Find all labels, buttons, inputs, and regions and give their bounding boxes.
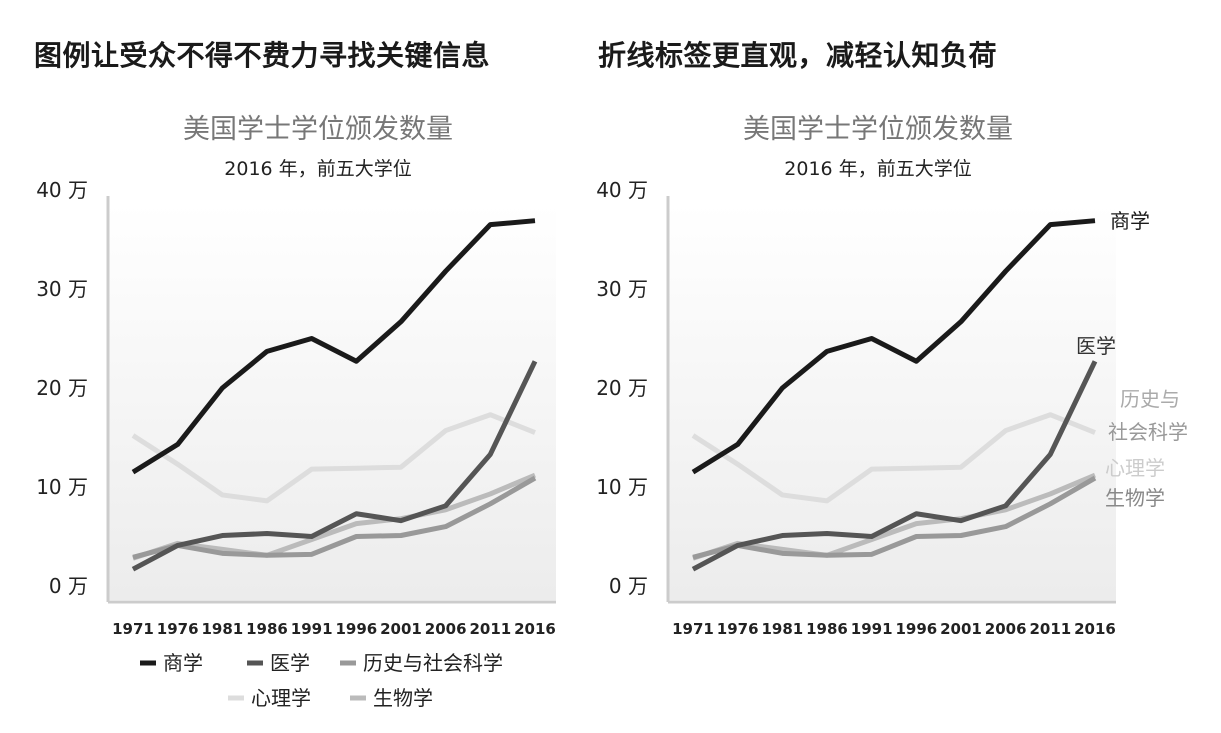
y-tick-label: 40 万 [596,178,648,202]
legend-label: 商学 [163,651,203,675]
x-tick-label: 2001 [380,620,422,638]
x-tick-label: 1986 [246,620,288,638]
x-tick-label: 1971 [112,620,154,638]
x-tick-label: 1981 [761,620,803,638]
legend-label: 生物学 [373,686,433,710]
x-tick-label: 1976 [157,620,199,638]
x-tick-label: 2011 [1029,620,1071,638]
x-tick-label: 2001 [940,620,982,638]
x-tick-label: 2016 [514,620,556,638]
y-tick-label: 40 万 [36,178,88,202]
x-tick-label: 2011 [469,620,511,638]
y-tick-label: 20 万 [36,376,88,400]
headline-right: 折线标签更直观，减轻认知负荷 [598,34,997,74]
x-tick-label: 1986 [806,620,848,638]
y-tick-label: 0 万 [609,574,648,598]
legend-label: 医学 [270,651,310,675]
x-tick-label: 1981 [201,620,243,638]
series-direct-label: 商学 [1110,209,1150,233]
series-direct-label: 生物学 [1105,486,1165,510]
y-tick-label: 10 万 [36,475,88,499]
chart-subtitle: 2016 年，前五大学位 [224,158,411,180]
headline-left: 图例让受众不得不费力寻找关键信息 [34,34,490,74]
x-tick-label: 2016 [1074,620,1116,638]
y-tick-label: 0 万 [49,574,88,598]
plot-background [108,204,556,600]
series-direct-label: 心理学 [1105,456,1165,480]
chart-title: 美国学士学位颁发数量 [743,114,1013,145]
x-tick-label: 1996 [335,620,377,638]
series-direct-label: 社会科学 [1108,420,1188,444]
line-chart-with-direct-labels: 美国学士学位颁发数量 2016 年，前五大学位 0 万 10 万 20 万 30 万 40 … [560,100,1221,729]
series-direct-label: 历史与 [1120,387,1180,411]
x-tick-label: 2006 [985,620,1027,638]
y-tick-label: 20 万 [596,376,648,400]
chart-panel-direct-labels: 美国学士学位颁发数量 2016 年，前五大学位 0 万 10 万 20 万 30 万 40 … [560,100,1160,729]
x-tick-label: 1976 [717,620,759,638]
y-tick-label: 30 万 [36,277,88,301]
y-tick-label: 10 万 [596,475,648,499]
x-tick-label: 1991 [291,620,333,638]
chart-subtitle: 2016 年，前五大学位 [784,158,971,180]
y-tick-label: 30 万 [596,277,648,301]
plot-background [668,204,1116,600]
x-tick-label: 1996 [895,620,937,638]
legend-label: 历史与社会科学 [363,651,503,675]
chart-panel-legend: 美国学士学位颁发数量 2016 年，前五大学位 0 万 10 万 20 万 30 万 40 … [0,100,600,729]
chart-title: 美国学士学位颁发数量 [183,114,453,145]
series-direct-label: 医学 [1076,334,1116,358]
x-tick-label: 1971 [672,620,714,638]
line-chart-with-legend: 美国学士学位颁发数量 2016 年，前五大学位 0 万 10 万 20 万 30 万 40 … [0,100,600,729]
legend-label: 心理学 [251,686,311,710]
x-tick-label: 2006 [425,620,467,638]
x-tick-label: 1991 [851,620,893,638]
